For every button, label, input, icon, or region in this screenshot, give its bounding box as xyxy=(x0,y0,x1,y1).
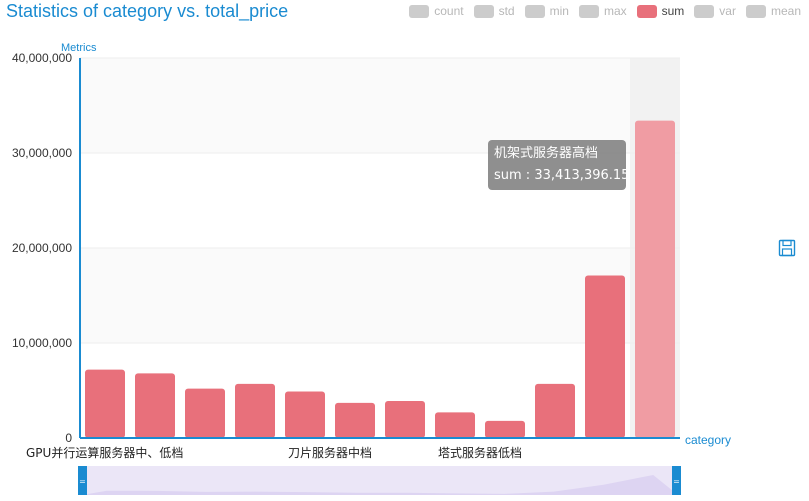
legend-swatch xyxy=(745,4,766,18)
x-tick-label: 塔式服务器低档 xyxy=(438,445,522,460)
bar xyxy=(535,383,575,438)
bar xyxy=(285,391,325,438)
zoom-handle-left[interactable] xyxy=(78,466,87,495)
y-tick-label: 40,000,000 xyxy=(12,51,72,65)
legend-label: mean xyxy=(770,4,801,18)
save-icon[interactable] xyxy=(778,239,796,257)
bars xyxy=(85,120,675,438)
zoom-handle-icon: = xyxy=(79,477,86,486)
zoom-preview xyxy=(82,475,678,495)
bar xyxy=(635,120,675,438)
zoom-handle-icon: = xyxy=(673,477,680,486)
bar xyxy=(85,369,125,438)
bar xyxy=(235,383,275,438)
legend-label: count xyxy=(434,4,464,18)
legend-swatch xyxy=(473,4,494,18)
legend: count std min max sum var mean xyxy=(409,3,801,19)
legend-label: min xyxy=(549,4,569,18)
legend-swatch xyxy=(524,4,545,18)
plot-band xyxy=(80,58,680,153)
y-tick-labels: 0 10,000,000 20,000,000 30,000,000 40,000,00… xyxy=(12,51,72,445)
legend-swatch xyxy=(694,4,715,18)
bar xyxy=(485,420,525,438)
x-tick-labels: GPU并行运算服务器中、低档 刀片服务器中档 塔式服务器低档 xyxy=(26,445,522,460)
legend-label: sum xyxy=(661,4,685,18)
bar xyxy=(385,400,425,438)
bar xyxy=(585,275,625,438)
legend-item-max[interactable]: max xyxy=(578,4,627,18)
legend-swatch xyxy=(578,4,599,18)
bar xyxy=(335,402,375,438)
y-tick-label: 10,000,000 xyxy=(12,336,72,350)
zoom-handle-right[interactable] xyxy=(672,466,681,495)
tooltip-value: sum : 33,413,396.15 xyxy=(494,168,630,183)
chart-title: Statistics of category vs. total_price xyxy=(6,1,289,21)
axes xyxy=(79,58,680,439)
legend-item-min[interactable]: min xyxy=(524,4,569,18)
tooltip: 机架式服务器高档 sum : 33,413,396.15 xyxy=(488,140,630,190)
legend-item-std[interactable]: std xyxy=(473,4,515,18)
tooltip-category: 机架式服务器高档 xyxy=(494,146,599,161)
y-tick-label: 20,000,000 xyxy=(12,241,72,255)
y-tick-label: 30,000,000 xyxy=(12,146,72,160)
y-tick-label: 0 xyxy=(65,431,72,445)
legend-item-count[interactable]: count xyxy=(409,4,464,18)
legend-label: std xyxy=(498,4,515,18)
bar xyxy=(135,373,175,438)
legend-swatch xyxy=(409,4,430,18)
x-tick-label: 刀片服务器中档 xyxy=(288,445,372,460)
legend-item-mean[interactable]: mean xyxy=(745,4,801,18)
y-axis-label: Metrics xyxy=(61,42,97,54)
plot-band xyxy=(80,248,680,343)
x-axis-label: category xyxy=(685,433,731,447)
legend-label: var xyxy=(719,4,736,18)
bar xyxy=(435,412,475,438)
zoom-slider[interactable]: = = xyxy=(78,466,681,495)
legend-item-var[interactable]: var xyxy=(694,4,736,18)
legend-label: max xyxy=(603,4,627,18)
bar xyxy=(185,388,225,438)
legend-swatch xyxy=(636,4,657,18)
plot-band xyxy=(80,343,680,438)
x-tick-label: GPU并行运算服务器中、低档 xyxy=(26,445,183,460)
legend-item-sum[interactable]: sum xyxy=(636,4,685,18)
